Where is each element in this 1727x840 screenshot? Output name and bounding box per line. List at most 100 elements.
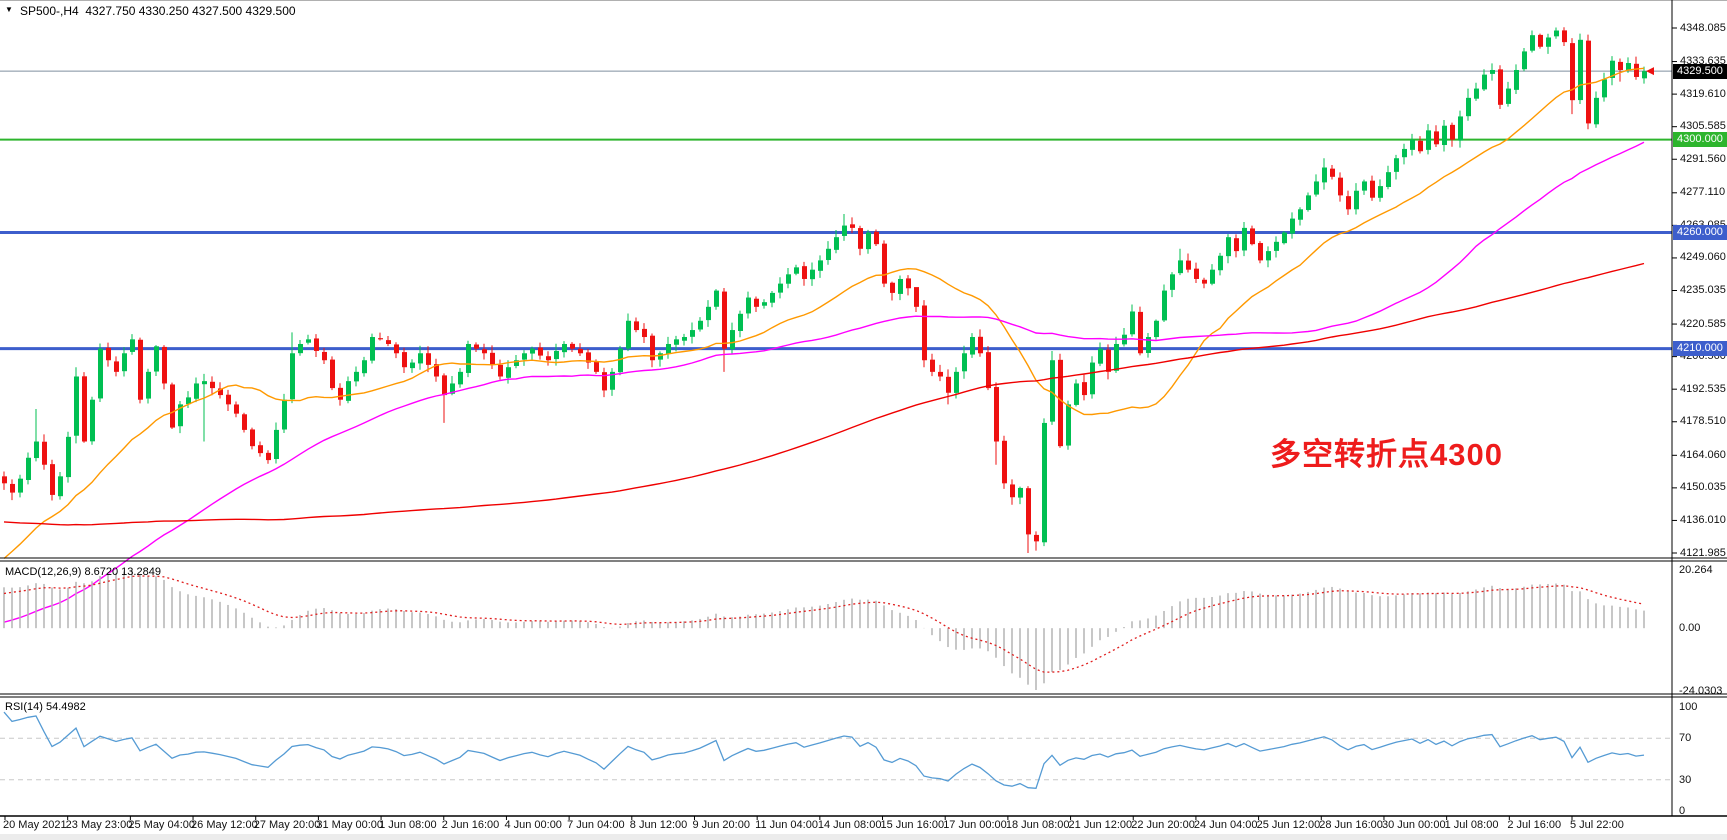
candle[interactable] [842, 213, 847, 241]
candle[interactable] [178, 401, 183, 434]
candle[interactable] [1290, 212, 1295, 239]
candle[interactable] [234, 401, 239, 418]
candle[interactable] [786, 268, 791, 289]
candle[interactable] [714, 289, 719, 310]
candle[interactable] [1274, 236, 1279, 258]
candle[interactable] [1474, 82, 1479, 101]
candle[interactable] [1170, 272, 1175, 298]
candle[interactable] [338, 383, 343, 406]
candle[interactable] [1130, 304, 1135, 337]
candle[interactable] [866, 229, 871, 254]
candle[interactable] [154, 345, 159, 377]
candle[interactable] [634, 317, 639, 333]
candle[interactable] [562, 341, 567, 358]
candle[interactable] [1370, 175, 1375, 201]
candle[interactable] [938, 364, 943, 382]
candle[interactable] [914, 287, 919, 313]
candle[interactable] [858, 225, 863, 256]
candle[interactable] [1346, 190, 1351, 215]
candle[interactable] [834, 230, 839, 254]
candle[interactable] [330, 356, 335, 391]
candle[interactable] [354, 366, 359, 387]
candle[interactable] [1314, 174, 1319, 197]
candle[interactable] [538, 342, 543, 360]
candle[interactable] [394, 342, 399, 359]
candle[interactable] [362, 356, 367, 377]
candle[interactable] [1250, 225, 1255, 246]
candle[interactable] [1618, 58, 1623, 82]
candle[interactable] [1498, 65, 1503, 110]
candle[interactable] [426, 346, 431, 373]
candle[interactable] [898, 275, 903, 301]
candle[interactable] [1514, 64, 1519, 95]
candle[interactable] [1210, 264, 1215, 286]
candle[interactable] [1154, 319, 1159, 340]
candle[interactable] [290, 332, 295, 404]
candle[interactable] [1386, 165, 1391, 190]
candle[interactable] [418, 345, 423, 370]
candle[interactable] [66, 431, 71, 483]
candle[interactable] [930, 353, 935, 377]
horizontal-lines-layer[interactable] [0, 70, 1672, 351]
candle[interactable] [258, 441, 263, 457]
candle[interactable] [722, 288, 727, 372]
candle[interactable] [506, 360, 511, 384]
candle[interactable] [114, 356, 119, 377]
candle[interactable] [762, 299, 767, 309]
candle[interactable] [322, 347, 327, 364]
candle[interactable] [138, 337, 143, 404]
candle[interactable] [730, 322, 735, 355]
candle[interactable] [1322, 158, 1327, 190]
candle[interactable] [1058, 353, 1063, 448]
candle[interactable] [18, 474, 23, 498]
candle[interactable] [1578, 33, 1583, 104]
candle[interactable] [1426, 124, 1431, 155]
candle[interactable] [42, 434, 47, 470]
candle[interactable] [1634, 56, 1639, 80]
candle[interactable] [1442, 120, 1447, 152]
candle[interactable] [122, 347, 127, 377]
candle[interactable] [522, 350, 527, 366]
candle[interactable] [2, 471, 7, 490]
candle[interactable] [1034, 531, 1039, 551]
candle[interactable] [26, 452, 31, 485]
candle[interactable] [954, 367, 959, 399]
candle[interactable] [962, 345, 967, 379]
candle[interactable] [642, 323, 647, 344]
candle[interactable] [1066, 400, 1071, 450]
candle[interactable] [578, 343, 583, 356]
candle[interactable] [1402, 143, 1407, 165]
candles-layer[interactable] [2, 27, 1647, 553]
candle[interactable] [1362, 179, 1367, 195]
candle[interactable] [1554, 27, 1559, 39]
candle[interactable] [1162, 284, 1167, 322]
candle[interactable] [1010, 479, 1015, 505]
candle[interactable] [1002, 435, 1007, 489]
candle[interactable] [794, 264, 799, 276]
candle[interactable] [1202, 277, 1207, 289]
candle[interactable] [194, 377, 199, 403]
candle[interactable] [626, 313, 631, 352]
candle[interactable] [994, 382, 999, 465]
candle[interactable] [1394, 154, 1399, 180]
candle[interactable] [682, 333, 687, 346]
candle[interactable] [106, 342, 111, 367]
candle[interactable] [10, 479, 15, 501]
candle[interactable] [1530, 30, 1535, 53]
candle[interactable] [818, 255, 823, 278]
candle[interactable] [770, 290, 775, 308]
candle[interactable] [434, 358, 439, 382]
candle[interactable] [530, 346, 535, 360]
candle[interactable] [546, 351, 551, 366]
candle[interactable] [210, 376, 215, 396]
candle[interactable] [850, 217, 855, 234]
candle[interactable] [674, 335, 679, 352]
candle[interactable] [146, 368, 151, 404]
candle[interactable] [906, 275, 911, 296]
candle[interactable] [1178, 248, 1183, 276]
candle[interactable] [306, 334, 311, 345]
candle[interactable] [314, 334, 319, 357]
candle[interactable] [1050, 350, 1055, 425]
candle[interactable] [466, 340, 471, 378]
